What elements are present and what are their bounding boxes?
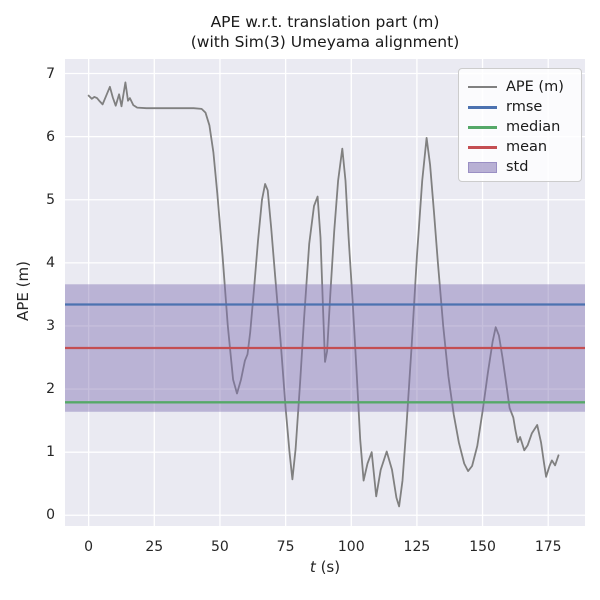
legend-item-ape: APE (m) bbox=[468, 77, 572, 97]
legend-label-std: std bbox=[506, 159, 529, 175]
legend-item-mean: mean bbox=[468, 137, 572, 157]
chart-title-line1: APE w.r.t. translation part (m) bbox=[210, 13, 440, 31]
x-tick-label: 100 bbox=[337, 539, 365, 555]
y-tick-label: 7 bbox=[46, 65, 55, 82]
y-tick-label: 4 bbox=[46, 254, 55, 271]
legend-label-median: median bbox=[506, 119, 561, 135]
legend-item-median: median bbox=[468, 117, 572, 137]
x-tick-label: 125 bbox=[403, 539, 431, 555]
legend-label-ape: APE (m) bbox=[506, 79, 564, 95]
legend: APE (m) rmse median mean std bbox=[458, 68, 582, 182]
y-tick-label: 3 bbox=[46, 317, 55, 334]
ape-line bbox=[87, 81, 560, 508]
legend-item-rmse: rmse bbox=[468, 97, 572, 117]
plot-svg bbox=[65, 59, 585, 526]
legend-swatch-ape bbox=[468, 86, 497, 88]
x-tick-label: 175 bbox=[534, 539, 562, 555]
legend-label-rmse: rmse bbox=[506, 99, 543, 115]
legend-swatch-median bbox=[468, 125, 497, 129]
x-tick-label: 0 bbox=[84, 539, 94, 555]
y-tick-label: 6 bbox=[46, 128, 55, 145]
legend-swatch-rmse bbox=[468, 105, 497, 109]
y-tick-label: 5 bbox=[46, 191, 55, 208]
x-tick-label: 150 bbox=[469, 539, 496, 555]
x-axis-label-var: t bbox=[309, 558, 316, 576]
x-tick-label: 25 bbox=[145, 539, 164, 555]
chart-title: APE w.r.t. translation part (m) (with Si… bbox=[65, 12, 585, 52]
legend-label-mean: mean bbox=[506, 139, 548, 155]
x-axis-label: t (s) bbox=[65, 558, 585, 576]
x-tick-label: 75 bbox=[276, 539, 295, 555]
y-axis-label: APE (m) bbox=[14, 261, 32, 321]
y-tick-label: 0 bbox=[46, 507, 55, 524]
y-tick-label: 1 bbox=[46, 444, 55, 461]
legend-swatch-std bbox=[468, 161, 497, 173]
x-axis-label-unit: (s) bbox=[315, 558, 341, 576]
legend-item-std: std bbox=[468, 157, 572, 177]
chart-title-line2: (with Sim(3) Umeyama alignment) bbox=[190, 33, 460, 51]
x-tick-label: 50 bbox=[211, 539, 229, 555]
legend-swatch-mean bbox=[468, 145, 497, 149]
y-tick-label: 2 bbox=[46, 381, 55, 398]
